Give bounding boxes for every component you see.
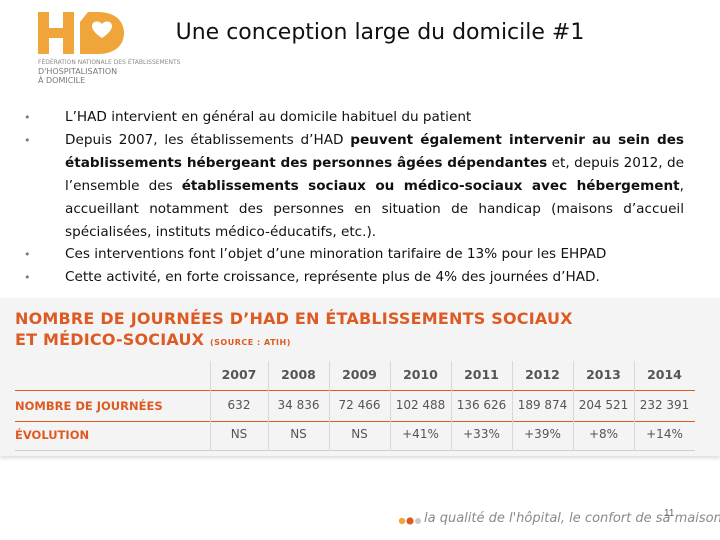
bullet-dot-icon: •	[24, 134, 31, 147]
slide-title: Une conception large du domicile #1	[175, 20, 585, 45]
table-cell: NS	[230, 427, 248, 441]
table-cell: 189 874	[517, 398, 568, 412]
stats-title-line2: ET MÉDICO-SOCIAUX	[15, 330, 205, 349]
table-cell: 204 521	[578, 398, 629, 412]
table-cell: NS	[290, 427, 307, 441]
footer-tagline: la qualité de l'hôpital, le confort de s…	[397, 510, 720, 530]
bullet-text-part: Depuis 2007, les établissements d’HAD	[65, 132, 351, 148]
table-row: ÉVOLUTION NS NS NS +41% +33% +39% +8% +1…	[15, 421, 695, 449]
page-number: 11	[664, 508, 675, 519]
had-logo: FÉDÉRATION NATIONALE DES ÉTABLISSEMENTS …	[36, 8, 180, 85]
column-divider	[512, 361, 513, 451]
bullet-item: • Cette activité, en forte croissance, r…	[24, 266, 684, 289]
column-header: 2009	[342, 367, 377, 382]
bullet-text-part: , accueillant notamment des personnes en…	[65, 178, 684, 240]
bullet-item: • Depuis 2007, les établissements d’HAD …	[24, 129, 684, 244]
table-cell: +14%	[646, 427, 683, 441]
bullet-dot-icon: •	[24, 111, 31, 124]
stats-title: NOMBRE DE JOURNÉES D’HAD EN ÉTABLISSEMEN…	[15, 308, 573, 353]
column-divider	[390, 361, 391, 451]
table-divider	[15, 450, 695, 451]
table-row: NOMBRE DE JOURNÉES 632 34 836 72 466 102…	[15, 392, 695, 420]
bullet-dot-icon: •	[24, 271, 31, 284]
column-header: 2007	[221, 367, 257, 382]
table-cell: +8%	[588, 427, 619, 441]
logo-sub-line1: FÉDÉRATION NATIONALE DES ÉTABLISSEMENTS	[38, 59, 181, 66]
column-divider	[634, 361, 635, 451]
logo-sub-line3: À DOMICILE	[38, 75, 86, 85]
table-cell: 232 391	[639, 398, 690, 412]
table-cell: +39%	[524, 427, 561, 441]
column-divider	[573, 361, 574, 451]
table-cell: NS	[351, 427, 368, 441]
column-header: 2010	[403, 367, 438, 382]
column-header: 2014	[647, 367, 682, 382]
bullet-dot-icon: •	[24, 248, 31, 261]
logo-sub-line2: D'HOSPITALISATION	[38, 66, 118, 76]
column-divider	[210, 361, 211, 451]
table-cell: 72 466	[338, 398, 381, 412]
bullet-item: • L’HAD intervient en général au domicil…	[24, 106, 684, 129]
stats-source: (SOURCE : ATIH)	[210, 338, 291, 347]
bullet-list: • L’HAD intervient en général au domicil…	[24, 106, 684, 289]
table-cell: 102 488	[395, 398, 446, 412]
column-divider	[329, 361, 330, 451]
column-header: 2008	[281, 367, 316, 382]
table-cell: 136 626	[456, 398, 507, 412]
table-header-row: 2007 2008 2009 2010 2011 2012 2013 2014	[15, 361, 695, 389]
had-logo-mark	[38, 12, 124, 54]
bullet-text-part: et, depuis 2012, de l’ensemble des	[65, 155, 684, 194]
stats-title-line1: NOMBRE DE JOURNÉES D’HAD EN ÉTABLISSEMEN…	[15, 309, 573, 328]
footer-text: la qualité de l'hôpital, le confort de s…	[424, 511, 720, 526]
table-cell: +41%	[402, 427, 439, 441]
table-divider	[15, 421, 695, 422]
column-header: 2013	[586, 367, 621, 382]
column-divider	[268, 361, 269, 451]
bullet-text-bold: peuvent également intervenir au sein des…	[65, 132, 685, 171]
stats-panel: NOMBRE DE JOURNÉES D’HAD EN ÉTABLISSEMEN…	[0, 298, 720, 456]
row-label: ÉVOLUTION	[15, 428, 90, 442]
table-cell: +33%	[463, 427, 500, 441]
table-cell: 34 836	[277, 398, 320, 412]
column-header: 2012	[525, 367, 560, 382]
logo-subtitle: FÉDÉRATION NATIONALE DES ÉTABLISSEMENTS …	[38, 59, 181, 85]
bullet-text-bold: établissements sociaux ou médico-sociaux…	[181, 178, 680, 194]
bullet-item: • Ces interventions font l’objet d’une m…	[24, 243, 684, 266]
table-cell: 632	[227, 398, 251, 412]
column-divider	[451, 361, 452, 451]
row-label: NOMBRE DE JOURNÉES	[15, 399, 163, 413]
bullet-text: Ces interventions font l’objet d’une min…	[65, 246, 607, 262]
bullet-text: L’HAD intervient en général au domicile …	[65, 109, 472, 125]
bullet-text: Cette activité, en forte croissance, rep…	[65, 269, 600, 285]
footer-dots-icon	[398, 517, 421, 525]
table-divider	[15, 390, 695, 391]
column-header: 2011	[464, 367, 499, 382]
